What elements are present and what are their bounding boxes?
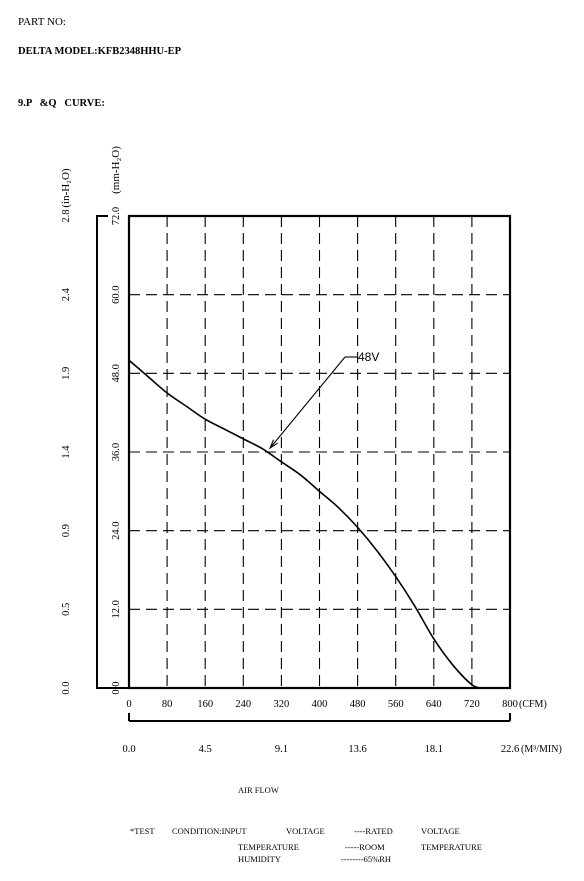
x2-tick-label: 0.0 bbox=[122, 744, 135, 755]
section-title: 9.P &Q CURVE: bbox=[18, 98, 105, 109]
y-unit-label: (mm-H₂O) bbox=[110, 146, 122, 194]
y2-tick-label: 1.4 bbox=[61, 445, 72, 459]
tick-labels: 0.0 12.0 24.0 36.0 48.0 60.0 72.0 0.0 0.5 0.9 1.4 1… bbox=[61, 207, 519, 755]
x-tick-label: 160 bbox=[197, 699, 213, 710]
x2-tick-label: 18.1 bbox=[425, 744, 443, 755]
x-tick-label: 0 bbox=[126, 699, 131, 710]
y-tick-label: 12.0 bbox=[111, 600, 122, 618]
x-unit-label: (CFM) bbox=[519, 699, 547, 710]
axes bbox=[96, 215, 511, 722]
test-condition-voltage: VOLTAGE bbox=[286, 826, 325, 836]
x-tick-label: 320 bbox=[274, 699, 290, 710]
grid-lines bbox=[129, 216, 510, 688]
test-condition-humidity: HUMIDITY bbox=[238, 854, 281, 864]
curve-annotation: 48V bbox=[268, 350, 379, 450]
x-tick-label: 720 bbox=[464, 699, 480, 710]
x-tick-label: 800 bbox=[502, 699, 518, 710]
y-tick-label: 60.0 bbox=[111, 285, 122, 303]
x2-unit-label: (M³/MIN) bbox=[521, 744, 562, 755]
plot-frame bbox=[127, 214, 512, 690]
x-tick-label: 400 bbox=[312, 699, 328, 710]
y2-tick-label: 0.5 bbox=[61, 603, 72, 616]
x-tick-label: 640 bbox=[426, 699, 442, 710]
x-tick-label: 560 bbox=[388, 699, 404, 710]
y-tick-label: 0.0 bbox=[111, 681, 122, 694]
y2-tick-label: 0.0 bbox=[61, 681, 72, 694]
x2-tick-label: 13.6 bbox=[348, 744, 366, 755]
part-number-label: PART NO: bbox=[18, 16, 66, 28]
test-condition-room: -----ROOM bbox=[345, 842, 385, 852]
x2-tick-label: 4.5 bbox=[199, 744, 212, 755]
x-tick-label: 80 bbox=[162, 699, 173, 710]
y-tick-label: 48.0 bbox=[111, 364, 122, 382]
y2-tick-label: 0.9 bbox=[61, 524, 72, 537]
y-tick-label: 72.0 bbox=[111, 207, 122, 225]
y2-tick-label: 2.8 bbox=[61, 209, 72, 222]
x-axis-label: AIR FLOW bbox=[238, 785, 279, 795]
test-condition-temperature-2: TEMPERATURE bbox=[421, 842, 482, 852]
y2-tick-label: 1.9 bbox=[61, 367, 72, 380]
test-condition-input: CONDITION:INPUT bbox=[172, 826, 247, 836]
y2-tick-label: 2.4 bbox=[61, 287, 72, 301]
y-tick-label: 36.0 bbox=[111, 443, 122, 461]
annotation-label-48v: 48V bbox=[358, 350, 379, 364]
x2-tick-label: 22.6 bbox=[501, 744, 519, 755]
x2-tick-label: 9.1 bbox=[275, 744, 288, 755]
series-line-48v bbox=[128, 359, 482, 689]
annotation-leader bbox=[269, 356, 346, 449]
x-tick-label: 240 bbox=[235, 699, 251, 710]
y-tick-label: 24.0 bbox=[111, 521, 122, 539]
test-condition-voltage-2: VOLTAGE bbox=[421, 826, 460, 836]
annotation-arrowhead bbox=[268, 439, 278, 450]
model-title: DELTA MODEL:KFB2348HHU-EP bbox=[18, 46, 182, 57]
y2-unit-label: (in-H₂O) bbox=[60, 168, 72, 208]
test-condition-rated: ----RATED bbox=[354, 826, 393, 836]
test-condition-label: *TEST bbox=[130, 826, 155, 836]
test-condition-temperature: TEMPERATURE bbox=[238, 842, 299, 852]
test-condition-humidity-value: --------65%RH bbox=[341, 854, 392, 864]
x-tick-label: 480 bbox=[350, 699, 366, 710]
